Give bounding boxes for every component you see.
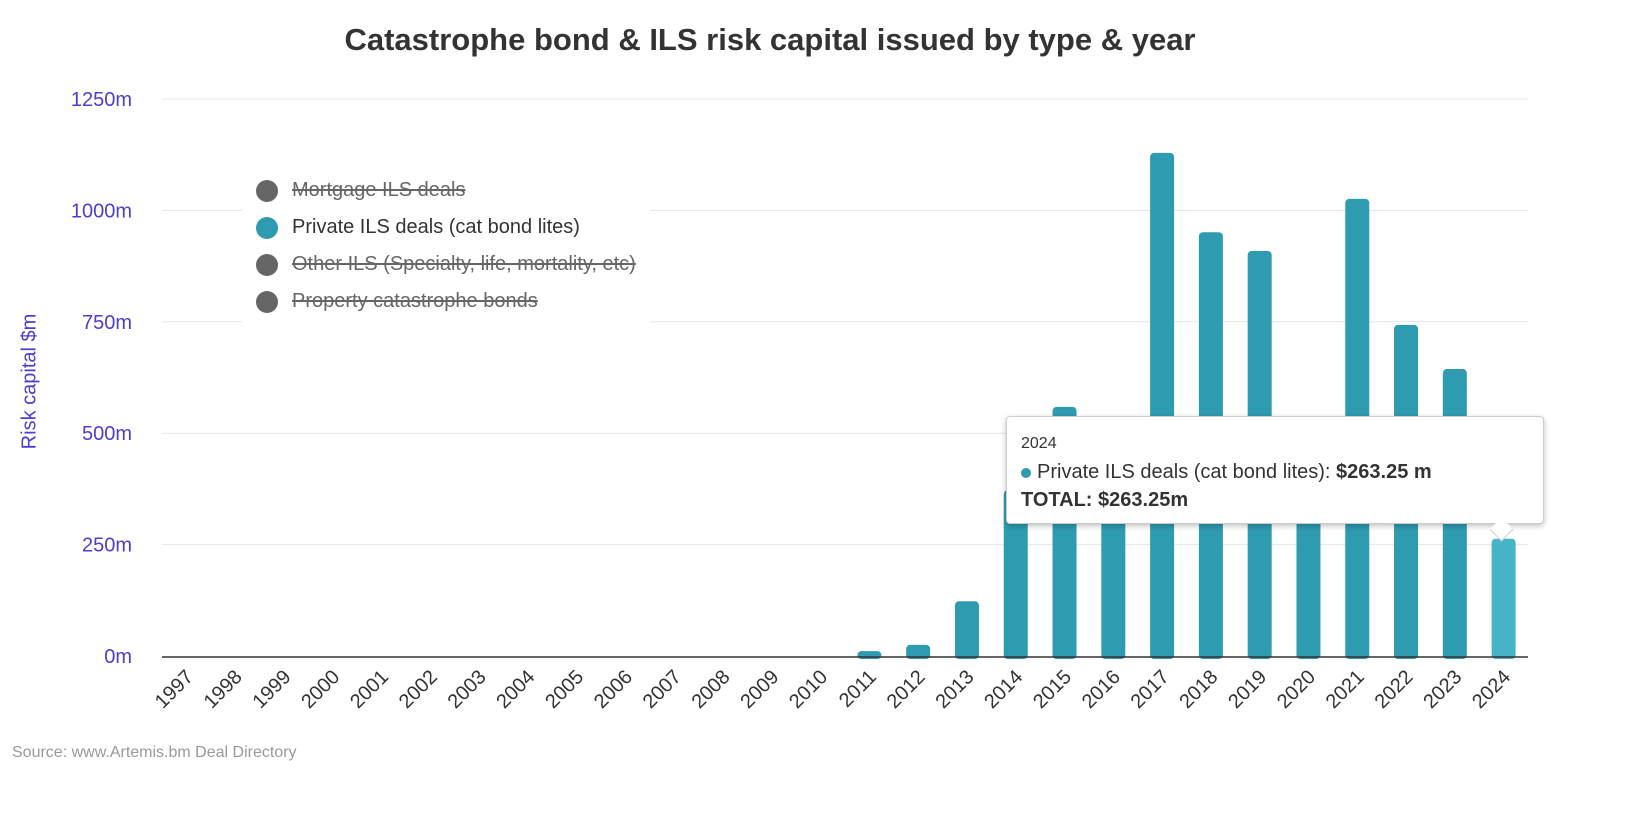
x-tick-label: 2024 xyxy=(1468,666,1515,713)
legend-dot-icon xyxy=(256,216,278,239)
legend: Mortgage ILS deals Private ILS deals (cat… xyxy=(242,168,650,324)
bar-2017 xyxy=(1150,152,1175,659)
legend-dot-icon xyxy=(256,179,278,202)
x-tick-label: 2008 xyxy=(688,666,735,713)
x-tick-label: 2014 xyxy=(980,666,1027,713)
bar-2011 xyxy=(857,651,882,659)
x-tick-label: 2002 xyxy=(395,666,442,713)
legend-label: Private ILS deals (cat bond lites) xyxy=(292,216,580,238)
x-tick-label: 2013 xyxy=(931,666,978,713)
y-tick-label: 750m xyxy=(82,312,132,334)
x-tick-label: 2022 xyxy=(1371,666,1418,713)
tooltip-series: Private ILS deals (cat bond lites): xyxy=(1037,461,1337,483)
x-tick-label: 2019 xyxy=(1224,666,1271,713)
y-tick-label: 1000m xyxy=(71,200,132,222)
y-tick-label: 250m xyxy=(82,535,132,557)
x-tick-label: 2017 xyxy=(1127,666,1174,713)
legend-item[interactable]: Other ILS (Specialty, life, mortality, e… xyxy=(256,246,636,283)
series-dot-icon xyxy=(1021,467,1031,478)
x-tick-label: 2011 xyxy=(835,666,881,712)
x-tick-label: 2006 xyxy=(590,666,637,713)
tooltip: 2024 Private ILS deals (cat bond lites):… xyxy=(1006,416,1544,542)
x-tick-label: 1997 xyxy=(151,666,198,713)
x-tick-label: 2015 xyxy=(1029,666,1076,713)
chart-title: Catastrophe bond & ILS risk capital issu… xyxy=(344,22,1196,57)
legend-item[interactable]: Private ILS deals (cat bond lites) xyxy=(256,209,636,246)
tooltip-year: 2024 xyxy=(1021,435,1057,452)
y-tick-label: 1250m xyxy=(71,89,132,111)
legend-label: Other ILS (Specialty, life, mortality, e… xyxy=(292,253,636,275)
source-credit[interactable]: Source: www.Artemis.bm Deal Directory xyxy=(12,744,297,761)
y-tick-label: 500m xyxy=(82,423,132,445)
x-tick-label: 2000 xyxy=(297,666,344,713)
legend-dot-icon xyxy=(256,253,278,276)
x-tick-label: 2005 xyxy=(541,666,588,713)
bar-2024 xyxy=(1491,538,1516,659)
legend-dot-icon xyxy=(256,290,278,313)
tooltip-value: $263.25 m xyxy=(1336,461,1432,483)
x-tick-label: 2003 xyxy=(444,666,491,713)
x-tick-label: 2018 xyxy=(1175,666,1222,713)
bar-2013 xyxy=(954,601,979,659)
legend-item[interactable]: Mortgage ILS deals xyxy=(256,172,636,209)
y-tick-label: 0m xyxy=(104,646,132,668)
x-tick-label: 2004 xyxy=(492,666,539,713)
x-tick-label: 1998 xyxy=(200,666,247,713)
x-tick-label: 2007 xyxy=(639,666,686,713)
legend-label: Mortgage ILS deals xyxy=(292,179,466,201)
tooltip-total: TOTAL: $263.25m xyxy=(1021,489,1189,511)
x-tick-label: 1999 xyxy=(248,666,295,713)
x-tick-label: 2001 xyxy=(346,666,393,713)
x-tick-label: 2012 xyxy=(883,666,930,713)
legend-item[interactable]: Property catastrophe bonds xyxy=(256,283,636,320)
bar-2012 xyxy=(906,644,931,659)
x-tick-label: 2016 xyxy=(1078,666,1125,713)
x-tick-label: 2009 xyxy=(736,666,783,713)
x-tick-label: 2021 xyxy=(1322,666,1369,713)
x-tick-label: 2010 xyxy=(785,666,832,713)
x-tick-label: 2023 xyxy=(1419,666,1466,713)
x-tick-label: 2020 xyxy=(1273,666,1320,713)
bar-2014 xyxy=(1003,490,1028,659)
legend-label: Property catastrophe bonds xyxy=(292,290,538,312)
